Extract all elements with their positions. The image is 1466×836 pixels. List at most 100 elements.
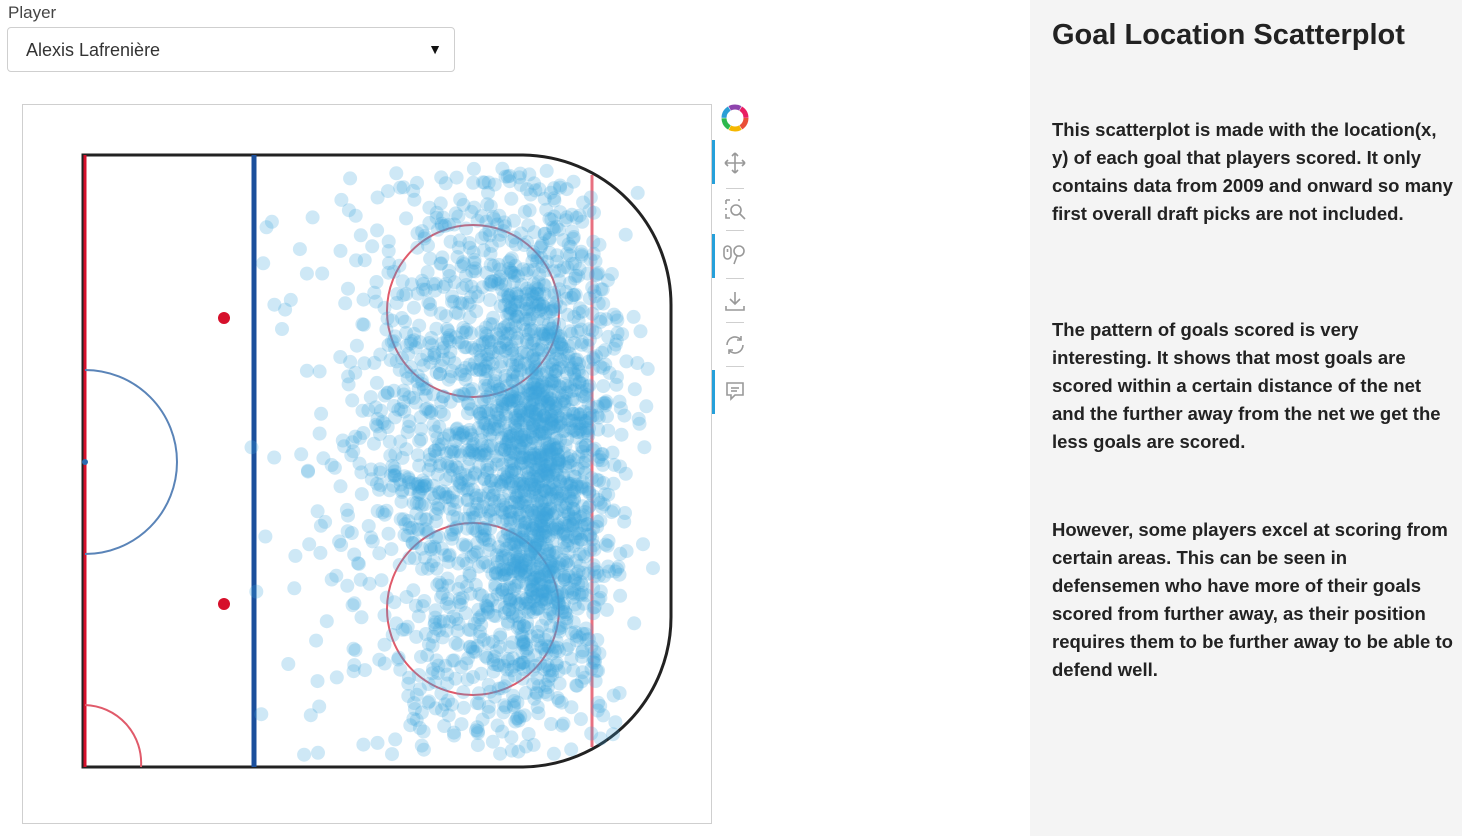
goal-point — [434, 686, 449, 701]
scatterplot[interactable] — [22, 104, 712, 824]
goal-point — [505, 357, 520, 372]
goal-point — [523, 546, 538, 561]
goal-point — [522, 559, 537, 574]
goal-point — [425, 638, 440, 653]
goal-point — [555, 553, 570, 568]
goal-point — [561, 558, 576, 573]
goal-point — [492, 493, 507, 508]
goal-point — [538, 379, 553, 394]
bokeh-logo-icon[interactable] — [720, 103, 750, 133]
goal-point — [535, 540, 550, 555]
goal-point — [259, 220, 274, 235]
goal-point — [545, 534, 560, 549]
goal-point — [507, 556, 522, 571]
goal-point — [443, 328, 457, 343]
goal-point — [459, 431, 474, 446]
goal-point — [476, 392, 491, 407]
goal-point — [598, 398, 613, 413]
goal-point — [495, 396, 510, 411]
hover-icon[interactable] — [720, 376, 750, 406]
goal-point — [516, 655, 530, 670]
goal-point — [549, 419, 564, 433]
faceoff-circle-top — [386, 224, 560, 398]
goal-point — [499, 428, 514, 443]
goal-point — [551, 447, 565, 462]
goal-point — [418, 522, 433, 537]
goal-point — [554, 395, 569, 410]
goal-point — [413, 511, 428, 526]
goal-point — [522, 416, 537, 431]
reset-icon[interactable] — [720, 330, 750, 360]
player-select[interactable]: Alexis Lafrenière ▼ — [7, 27, 455, 72]
goal-point — [541, 373, 556, 388]
goal-point — [543, 468, 558, 483]
goal-point — [575, 665, 590, 680]
save-icon[interactable] — [720, 286, 750, 316]
goal-point — [572, 375, 587, 390]
goal-point — [504, 302, 519, 317]
goal-point — [387, 469, 402, 484]
goal-point — [415, 224, 430, 239]
goal-point — [493, 746, 508, 761]
goal-point — [382, 434, 397, 449]
goal-point — [369, 375, 384, 390]
goal-point — [517, 427, 532, 442]
wheel-zoom-icon[interactable] — [720, 239, 750, 269]
goal-point — [529, 537, 544, 552]
goal-point — [492, 385, 507, 400]
goal-point — [430, 222, 445, 237]
goal-point — [544, 578, 559, 593]
goal-point — [503, 454, 518, 468]
goal-point — [417, 479, 432, 494]
goal-point — [324, 572, 339, 587]
goal-point — [414, 649, 428, 664]
goal-point — [389, 166, 404, 181]
goal-point — [530, 601, 545, 616]
goal-point — [539, 202, 554, 217]
goal-point — [481, 406, 496, 421]
goal-point — [534, 326, 549, 341]
box-zoom-icon[interactable] — [720, 194, 750, 224]
goal-point — [515, 530, 530, 545]
scatterplot-canvas[interactable] — [23, 105, 713, 825]
goal-point — [587, 441, 602, 456]
goal-point — [466, 510, 481, 525]
goal-point — [406, 496, 421, 511]
goal-point — [493, 359, 508, 374]
goal-point — [541, 628, 556, 643]
goal-point — [491, 540, 506, 555]
goal-point — [481, 605, 496, 620]
goal-point — [504, 191, 519, 206]
goal-point — [476, 499, 491, 514]
goal-point — [593, 359, 608, 374]
goal-point — [553, 300, 568, 315]
goal-point — [520, 405, 534, 420]
goal-point — [563, 362, 578, 376]
goal-point — [520, 621, 535, 636]
goal-point — [414, 373, 429, 388]
pan-icon[interactable] — [720, 148, 750, 178]
goal-point — [459, 322, 474, 337]
goal-point — [580, 382, 594, 397]
goal-point — [502, 593, 517, 608]
goal-point — [536, 299, 551, 314]
goal-point — [462, 383, 476, 398]
goal-point — [550, 467, 565, 482]
goal-point — [522, 203, 537, 218]
goal-point — [614, 427, 629, 442]
goal-point — [468, 465, 483, 480]
goal-point — [449, 494, 464, 509]
goal-point — [547, 506, 562, 521]
goal-point — [540, 542, 555, 556]
goal-point — [563, 491, 577, 506]
goal-point — [478, 359, 493, 374]
goal-point — [417, 228, 432, 243]
goal-point — [522, 403, 537, 418]
goal-point — [249, 584, 264, 599]
goal-point — [535, 375, 550, 390]
goal-point — [598, 357, 613, 372]
goal-point — [530, 493, 545, 508]
goal-point — [401, 470, 416, 485]
goal-point — [570, 678, 584, 693]
goal-point — [512, 619, 527, 634]
